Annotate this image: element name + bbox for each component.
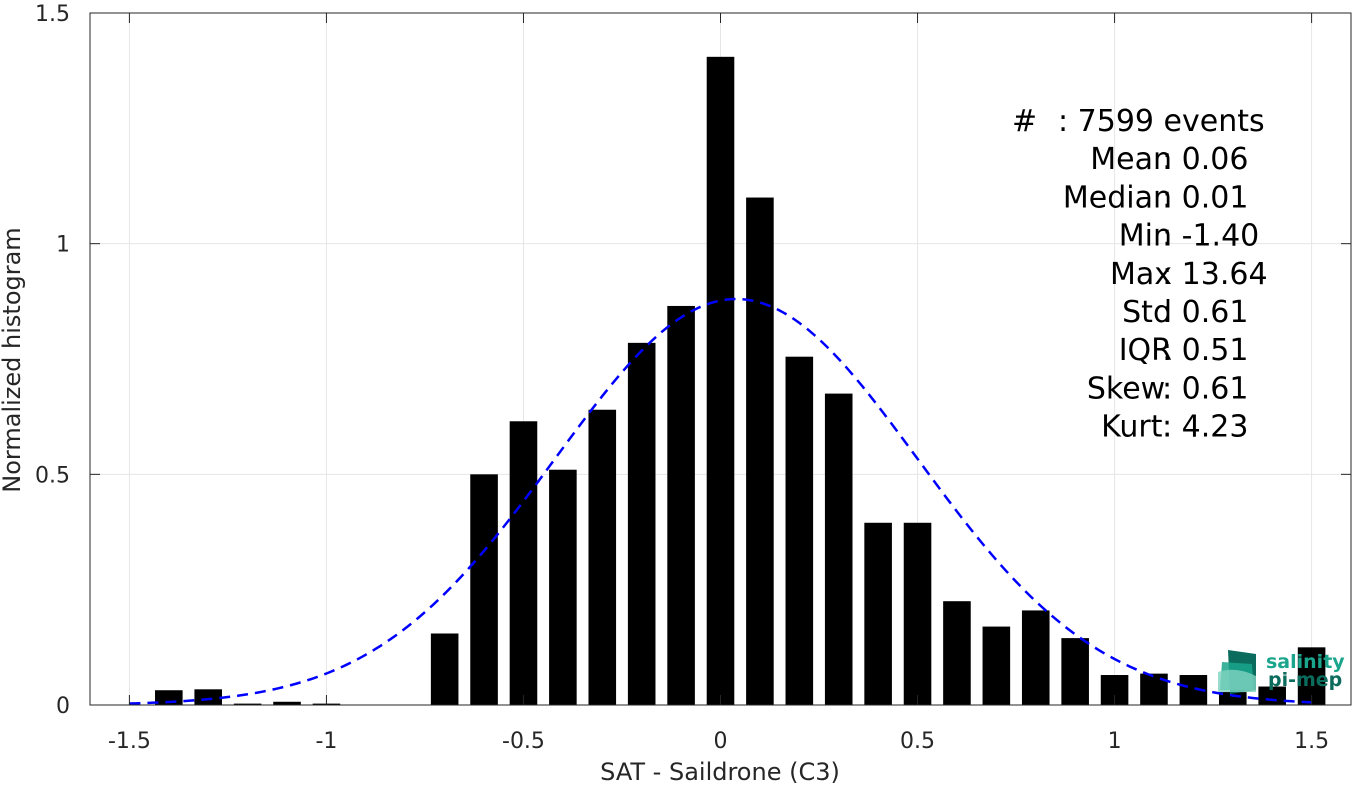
stat-label: Median — [1063, 180, 1172, 215]
histogram-bar — [549, 469, 577, 705]
histogram-bar — [746, 197, 774, 706]
salinity-pi-mep-logo: salinity pi-mep — [1218, 650, 1345, 694]
stat-label: Max — [1110, 257, 1172, 292]
gaussian-fit-curve — [129, 297, 1312, 705]
histogram-bar — [706, 56, 735, 706]
logo-line-1: salinity — [1266, 651, 1345, 673]
stat-label: Min — [1119, 219, 1172, 254]
x-tick-label: -1 — [315, 729, 337, 754]
stat-label: Kurt. — [1101, 410, 1172, 445]
stat-value: : 7599 events — [1058, 104, 1265, 139]
stat-label: Std — [1122, 295, 1172, 330]
y-tick-label: 1.5 — [35, 2, 70, 27]
histogram-bar — [1140, 673, 1168, 705]
histogram-bar — [1218, 692, 1247, 705]
histogram-bar — [903, 522, 932, 705]
y-tick-label: 1 — [56, 233, 70, 258]
y-tick-labels: 0 0.5 1 1.5 — [35, 2, 70, 719]
histogram-bar — [627, 342, 656, 705]
histogram-bar — [943, 601, 971, 705]
histogram-bars — [155, 56, 1326, 706]
stat-value: : 0.61 — [1162, 295, 1248, 330]
x-tick-labels: -1.5 -1 -0.5 0 0.5 1 1.5 — [108, 729, 1329, 754]
x-tick-label: -0.5 — [502, 729, 545, 754]
y-tick-label: 0 — [56, 694, 70, 719]
y-tick-label: 0.5 — [35, 463, 70, 488]
y-axis-label: Normalized histogram — [0, 227, 26, 492]
x-tick-label: 0 — [714, 729, 728, 754]
logo-emblem-icon — [1218, 650, 1256, 694]
histogram-bar — [233, 703, 262, 705]
histogram-bar — [667, 305, 695, 705]
histogram-bar — [1021, 610, 1050, 705]
histogram-bar — [785, 356, 814, 705]
stat-value: : -1.40 — [1162, 219, 1259, 254]
x-axis-label: SAT - Saildrone (C3) — [600, 758, 840, 785]
stat-value: : 0.61 — [1162, 371, 1248, 406]
stat-label: IQR — [1119, 333, 1172, 368]
histogram-bar — [273, 701, 301, 705]
x-tick-label: 1.5 — [1294, 729, 1329, 754]
x-tick-label: 0.5 — [900, 729, 935, 754]
stat-value: : 4.23 — [1162, 410, 1248, 445]
histogram-bar — [1061, 638, 1089, 705]
plot-axes — [89, 12, 1352, 706]
stat-value: : 13.64 — [1162, 257, 1268, 292]
x-tick-label: 1 — [1108, 729, 1122, 754]
histogram-bar — [194, 689, 223, 705]
histogram-bar — [1258, 686, 1286, 705]
histogram-bar — [588, 409, 617, 705]
histogram-bar — [864, 522, 892, 705]
histogram-bar — [509, 421, 538, 705]
stat-value: : 0.01 — [1162, 180, 1248, 215]
stat-value: : 0.06 — [1162, 142, 1248, 177]
logo-line-2: pi-mep — [1268, 669, 1342, 691]
stat-value: : 0.51 — [1162, 333, 1248, 368]
stat-label: # — [1012, 104, 1037, 139]
x-tick-label: -1.5 — [108, 729, 151, 754]
stat-label: Skew. — [1087, 371, 1172, 406]
histogram-bar — [430, 633, 459, 705]
stat-label: Mean — [1090, 142, 1172, 177]
histogram-bar — [824, 393, 853, 705]
histogram-bar — [982, 626, 1011, 705]
histogram-bar — [470, 474, 498, 705]
